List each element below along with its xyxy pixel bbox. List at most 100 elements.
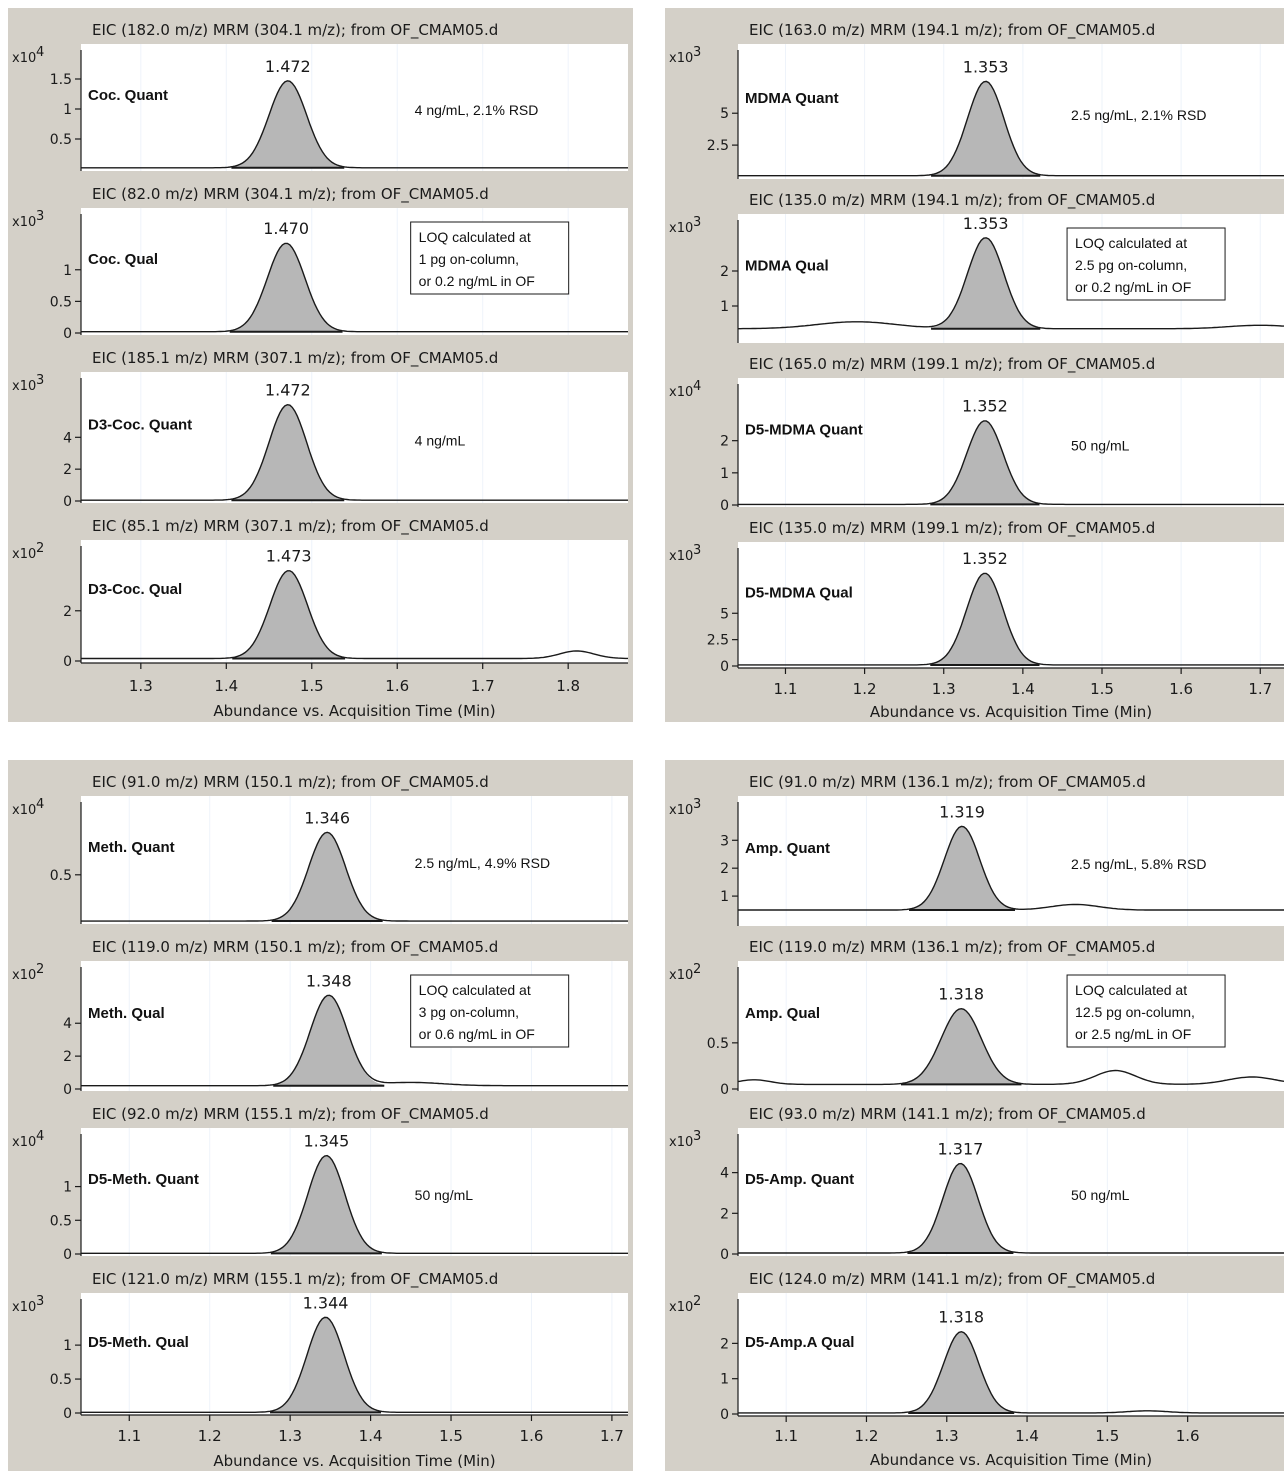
y-tick-label: 0 xyxy=(63,654,72,670)
concentration-note: 4 ng/mL, 2.1% RSD xyxy=(415,102,539,118)
apex-retention-label: 1.344 xyxy=(303,1293,349,1312)
peak-area-fill xyxy=(930,420,1040,505)
strip-title: EIC (135.0 m/z) MRM (199.1 m/z); from OF… xyxy=(749,519,1155,538)
y-multiplier: x10 xyxy=(669,51,693,66)
peak-area-fill xyxy=(271,832,383,922)
y-tick-label: 4 xyxy=(63,1016,72,1032)
peak-area-fill xyxy=(232,570,346,659)
x-tick-label: 1.4 xyxy=(214,677,238,695)
y-exponent: 3 xyxy=(693,1129,701,1144)
y-tick-label: 0 xyxy=(63,1247,72,1263)
chromatogram-strip-d5-meth-quant: EIC (92.0 m/z) MRM (155.1 m/z); from OF_… xyxy=(12,1105,628,1263)
compound-label: MDMA Quant xyxy=(745,90,839,107)
compound-label: D5-MDMA Qual xyxy=(745,584,853,601)
y-exponent: 4 xyxy=(36,1129,44,1144)
apex-retention-label: 1.345 xyxy=(303,1132,349,1151)
apex-retention-label: 1.472 xyxy=(265,57,311,76)
x-tick-label: 1.5 xyxy=(300,677,324,695)
loq-note-line: 3 pg on-column, xyxy=(419,1004,519,1020)
loq-note-line: 2.5 pg on-column, xyxy=(1075,257,1187,273)
signal-trace xyxy=(81,994,628,1087)
y-exponent: 2 xyxy=(36,541,44,556)
strip-title: EIC (119.0 m/z) MRM (150.1 m/z); from OF… xyxy=(92,938,498,957)
strip-title: EIC (82.0 m/z) MRM (304.1 m/z); from OF_… xyxy=(92,185,489,204)
compound-label: Amp. Qual xyxy=(745,1005,820,1022)
y-tick-label: 0.5 xyxy=(50,868,72,884)
chromatogram-strip-d3-coc-quant: EIC (185.1 m/z) MRM (307.1 m/z); from OF… xyxy=(12,349,628,510)
y-tick-label: 0.5 xyxy=(50,132,72,148)
concentration-note: 4 ng/mL xyxy=(415,433,466,449)
y-tick-label: 2 xyxy=(720,434,729,450)
signal-trace xyxy=(738,1330,1284,1414)
loq-note-line: or 0.2 ng/mL in OF xyxy=(1075,279,1191,295)
x-tick-label: 1.2 xyxy=(853,680,877,698)
peak-area-fill xyxy=(909,826,1016,911)
x-tick-label: 1.6 xyxy=(1176,1427,1200,1445)
chromatogram-strip-d5-mdma-qual: EIC (135.0 m/z) MRM (199.1 m/z); from OF… xyxy=(669,519,1284,675)
concentration-note: 50 ng/mL xyxy=(415,1187,474,1203)
y-exponent: 2 xyxy=(693,1294,701,1309)
x-tick-label: 1.6 xyxy=(385,677,409,695)
y-tick-label: 0.5 xyxy=(707,1036,729,1052)
y-multiplier: x10 xyxy=(669,968,693,983)
y-multiplier: x10 xyxy=(12,379,36,394)
y-tick-label: 2 xyxy=(720,264,729,280)
strip-title: EIC (124.0 m/z) MRM (141.1 m/z); from OF… xyxy=(749,1270,1155,1289)
peak-area-fill xyxy=(931,237,1041,329)
loq-note-line: 1 pg on-column, xyxy=(419,251,519,267)
y-tick-label: 1 xyxy=(63,1338,72,1354)
chromatogram-strip-d5-amp-quant: EIC (93.0 m/z) MRM (141.1 m/z); from OF_… xyxy=(669,1105,1284,1263)
x-tick-label: 1.2 xyxy=(198,1427,222,1445)
loq-note-box xyxy=(1066,227,1226,301)
plot-area xyxy=(81,372,628,503)
y-tick-label: 5 xyxy=(720,606,729,622)
loq-note-line: LOQ calculated at xyxy=(1075,235,1187,251)
x-tick-label: 1.3 xyxy=(935,1427,959,1445)
apex-retention-label: 1.318 xyxy=(938,985,984,1004)
chromatogram-strip-meth-qual: EIC (119.0 m/z) MRM (150.1 m/z); from OF… xyxy=(12,938,628,1098)
y-tick-label: 1 xyxy=(720,299,729,315)
x-tick-label: 1.3 xyxy=(932,680,956,698)
plot-area xyxy=(738,1293,1284,1416)
chromatogram-stack-cocaine: EIC (182.0 m/z) MRM (304.1 m/z); from OF… xyxy=(12,21,628,720)
y-tick-label: 1 xyxy=(720,466,729,482)
y-multiplier: x10 xyxy=(12,51,36,66)
concentration-note: 2.5 ng/mL, 2.1% RSD xyxy=(1071,107,1206,123)
chromatogram-strip-d5-meth-qual: EIC (121.0 m/z) MRM (155.1 m/z); from OF… xyxy=(12,1270,628,1422)
compound-label: Coc. Quant xyxy=(88,87,168,104)
signal-trace xyxy=(738,420,1284,506)
y-tick-label: 2 xyxy=(720,861,729,877)
signal-trace xyxy=(738,825,1284,911)
compound-label: D5-Meth. Quant xyxy=(88,1171,199,1188)
chromatogram-strip-mdma-qual: EIC (135.0 m/z) MRM (194.1 m/z); from OF… xyxy=(669,191,1284,343)
y-exponent: 3 xyxy=(36,209,44,224)
x-tick-label: 1.1 xyxy=(774,680,798,698)
compound-label: D3-Coc. Quant xyxy=(88,416,192,433)
y-tick-label: 4 xyxy=(63,430,72,446)
loq-note-line: or 0.2 ng/mL in OF xyxy=(419,273,535,289)
y-exponent: 2 xyxy=(36,962,44,977)
apex-retention-label: 1.346 xyxy=(304,808,350,827)
y-tick-label: 0 xyxy=(63,1406,72,1422)
y-tick-label: 2 xyxy=(63,604,72,620)
compound-label: Meth. Quant xyxy=(88,839,175,856)
chromatogram-strip-mdma-quant: EIC (163.0 m/z) MRM (194.1 m/z); from OF… xyxy=(669,21,1284,179)
chromatogram-strip-d3-coc-qual: EIC (85.1 m/z) MRM (307.1 m/z); from OF_… xyxy=(12,517,628,670)
x-tick-label: 1.5 xyxy=(1090,680,1114,698)
y-tick-label: 0 xyxy=(63,1082,72,1098)
x-tick-label: 1.7 xyxy=(471,677,495,695)
peak-area-fill xyxy=(900,1008,1022,1085)
apex-retention-label: 1.353 xyxy=(963,214,1009,233)
signal-trace xyxy=(81,242,628,333)
apex-retention-label: 1.348 xyxy=(306,971,352,990)
x-tick-label: 1.4 xyxy=(1015,1427,1039,1445)
signal-trace xyxy=(81,80,628,169)
signal-trace xyxy=(738,80,1284,177)
concentration-note: 50 ng/mL xyxy=(1071,437,1130,453)
chromatogram-stack-mdma: EIC (163.0 m/z) MRM (194.1 m/z); from OF… xyxy=(669,21,1284,721)
loq-note-box xyxy=(410,221,570,295)
x-tick-label: 1.7 xyxy=(600,1427,624,1445)
x-tick-label: 1.5 xyxy=(439,1427,463,1445)
plot-area xyxy=(738,796,1284,926)
plot-area xyxy=(81,44,628,171)
